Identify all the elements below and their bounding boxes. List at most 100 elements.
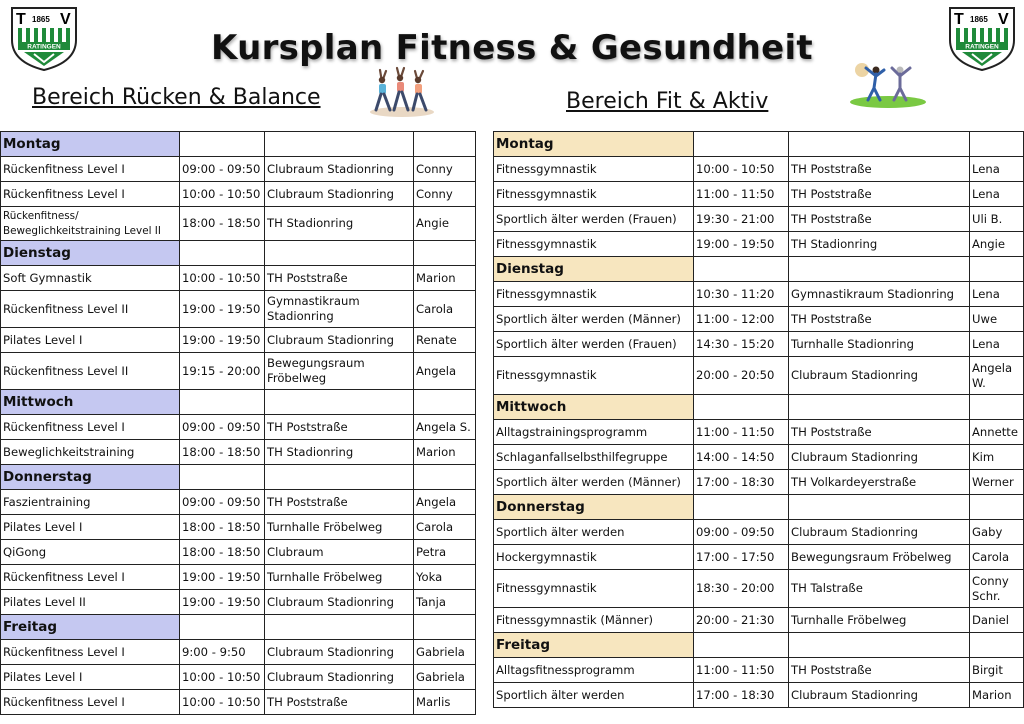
course-row: Rückenfitness Level I 09:00 - 09:50 TH Pos… bbox=[0, 414, 476, 440]
course-trainer: Conny Schr. bbox=[969, 569, 1024, 608]
course-trainer: Conny bbox=[413, 181, 476, 207]
logo-letter-t: T bbox=[954, 11, 964, 28]
logo-city: RATINGEN bbox=[965, 44, 999, 51]
course-name: Rückenfitness Level I bbox=[0, 181, 180, 207]
course-trainer: Angie bbox=[413, 206, 476, 241]
course-row: Sportlich älter werden (Männer) 11:00 - 1… bbox=[493, 306, 1024, 332]
course-location: Clubraum Stadionring bbox=[264, 639, 414, 665]
course-name: Rückenfitness Level I bbox=[0, 156, 180, 182]
logo-year: 1865 bbox=[970, 15, 988, 24]
course-location: Turnhalle Fröbelweg bbox=[788, 607, 970, 633]
course-time: 11:00 - 12:00 bbox=[693, 306, 789, 332]
course-name: Rückenfitness Level I bbox=[0, 639, 180, 665]
course-name: Pilates Level I bbox=[0, 664, 180, 690]
course-name: Rückenfitness Level II bbox=[0, 352, 180, 390]
page-title: Kursplan Fitness & Gesundheit bbox=[211, 28, 813, 68]
empty-cell bbox=[969, 394, 1024, 420]
empty-cell bbox=[413, 614, 476, 640]
day-label: Dienstag bbox=[493, 256, 694, 282]
empty-cell bbox=[969, 131, 1024, 157]
course-location: Clubraum Stadionring bbox=[788, 682, 970, 708]
course-location: TH Stadionring bbox=[264, 206, 414, 241]
course-location: Gymnastikraum Stadionring bbox=[788, 281, 970, 307]
course-time: 18:00 - 18:50 bbox=[179, 514, 265, 540]
course-trainer: Marion bbox=[969, 682, 1024, 708]
course-name: Fitnessgymnastik bbox=[493, 181, 694, 207]
day-header-row: Freitag bbox=[0, 614, 476, 640]
course-time: 17:00 - 18:30 bbox=[693, 682, 789, 708]
course-name: Beweglichkeitstraining bbox=[0, 439, 180, 465]
day-header-row: Montag bbox=[493, 131, 1024, 157]
course-name: Sportlich älter werden (Männer) bbox=[493, 469, 694, 495]
course-name: Hockergymnastik bbox=[493, 544, 694, 570]
course-row: Beweglichkeitstraining 18:00 - 18:50 TH St… bbox=[0, 439, 476, 465]
course-trainer: Angie bbox=[969, 231, 1024, 257]
course-row: Rückenfitness/ Beweglichkeitstraining Le… bbox=[0, 206, 476, 241]
empty-cell bbox=[693, 256, 789, 282]
course-time: 09:00 - 09:50 bbox=[179, 156, 265, 182]
course-row: Soft Gymnastik 10:00 - 10:50 TH Poststraße… bbox=[0, 265, 476, 291]
course-name: Fitnessgymnastik bbox=[493, 281, 694, 307]
course-time: 14:30 - 15:20 bbox=[693, 331, 789, 357]
empty-cell bbox=[969, 494, 1024, 520]
course-time: 11:00 - 11:50 bbox=[693, 419, 789, 445]
course-location: TH Poststraße bbox=[788, 206, 970, 232]
course-row: Pilates Level I 10:00 - 10:50 Clubraum Sta… bbox=[0, 664, 476, 690]
course-name: QiGong bbox=[0, 539, 180, 565]
empty-cell bbox=[413, 464, 476, 490]
course-row: Sportlich älter werden (Männer) 17:00 - 1… bbox=[493, 469, 1024, 495]
course-trainer: Gabriela bbox=[413, 639, 476, 665]
course-trainer: Uli B. bbox=[969, 206, 1024, 232]
course-trainer: Werner bbox=[969, 469, 1024, 495]
course-location: TH Stadionring bbox=[264, 439, 414, 465]
course-location: Bewegungsraum Fröbelweg bbox=[788, 544, 970, 570]
course-name: Fitnessgymnastik bbox=[493, 569, 694, 608]
day-label: Donnerstag bbox=[0, 464, 180, 490]
day-header-row: Dienstag bbox=[0, 240, 476, 266]
day-header-row: Dienstag bbox=[493, 256, 1024, 282]
empty-cell bbox=[264, 389, 414, 415]
course-name: Rückenfitness Level II bbox=[0, 290, 180, 328]
course-row: Sportlich älter werden (Frauen) 14:30 - 1… bbox=[493, 331, 1024, 357]
course-time: 19:00 - 19:50 bbox=[693, 231, 789, 257]
course-trainer: Renate bbox=[413, 327, 476, 353]
course-row: Rückenfitness Level I 09:00 - 09:50 Clubra… bbox=[0, 156, 476, 182]
course-row: Fitnessgymnastik 19:00 - 19:50 TH Stadionr… bbox=[493, 231, 1024, 257]
course-row: Sportlich älter werden (Frauen) 19:30 - 2… bbox=[493, 206, 1024, 232]
course-name: Rückenfitness Level I bbox=[0, 414, 180, 440]
stretching-people-illustration bbox=[850, 63, 926, 108]
course-row: Fitnessgymnastik 20:00 - 20:50 Clubraum St… bbox=[493, 356, 1024, 395]
course-trainer: Marion bbox=[413, 265, 476, 291]
day-label: Mittwoch bbox=[0, 389, 180, 415]
course-trainer: Daniel bbox=[969, 607, 1024, 633]
course-time: 10:00 - 10:50 bbox=[693, 156, 789, 182]
course-location: TH Poststraße bbox=[264, 265, 414, 291]
empty-cell bbox=[693, 394, 789, 420]
course-time: 10:00 - 10:50 bbox=[179, 689, 265, 715]
course-name: Sportlich älter werden (Frauen) bbox=[493, 331, 694, 357]
course-location: TH Poststraße bbox=[788, 657, 970, 683]
section-title-ruecken-balance: Bereich Rücken & Balance bbox=[32, 85, 321, 110]
course-trainer: Petra bbox=[413, 539, 476, 565]
course-name: Schlaganfallselbsthilfegruppe bbox=[493, 444, 694, 470]
logo-letter-v: V bbox=[998, 11, 1009, 28]
course-row: Rückenfitness Level I 10:00 - 10:50 Clubra… bbox=[0, 181, 476, 207]
day-header-row: Freitag bbox=[493, 632, 1024, 658]
course-row: Schlaganfallselbsthilfegruppe 14:00 - 14:… bbox=[493, 444, 1024, 470]
course-time: 17:00 - 17:50 bbox=[693, 544, 789, 570]
course-time: 09:00 - 09:50 bbox=[179, 489, 265, 515]
course-row: Alltagstrainingsprogramm 11:00 - 11:50 TH … bbox=[493, 419, 1024, 445]
course-location: Clubraum Stadionring bbox=[264, 589, 414, 615]
course-time: 20:00 - 20:50 bbox=[693, 356, 789, 395]
course-trainer: Lena bbox=[969, 181, 1024, 207]
course-trainer: Angela bbox=[413, 489, 476, 515]
course-name: Soft Gymnastik bbox=[0, 265, 180, 291]
day-label: Donnerstag bbox=[493, 494, 694, 520]
day-header-row: Donnerstag bbox=[0, 464, 476, 490]
course-location: Clubraum Stadionring bbox=[788, 519, 970, 545]
logo-year: 1865 bbox=[32, 15, 50, 24]
course-time: 18:00 - 18:50 bbox=[179, 206, 265, 241]
course-trainer: Tanja bbox=[413, 589, 476, 615]
course-time: 9:00 - 9:50 bbox=[179, 639, 265, 665]
course-time: 19:00 - 19:50 bbox=[179, 327, 265, 353]
